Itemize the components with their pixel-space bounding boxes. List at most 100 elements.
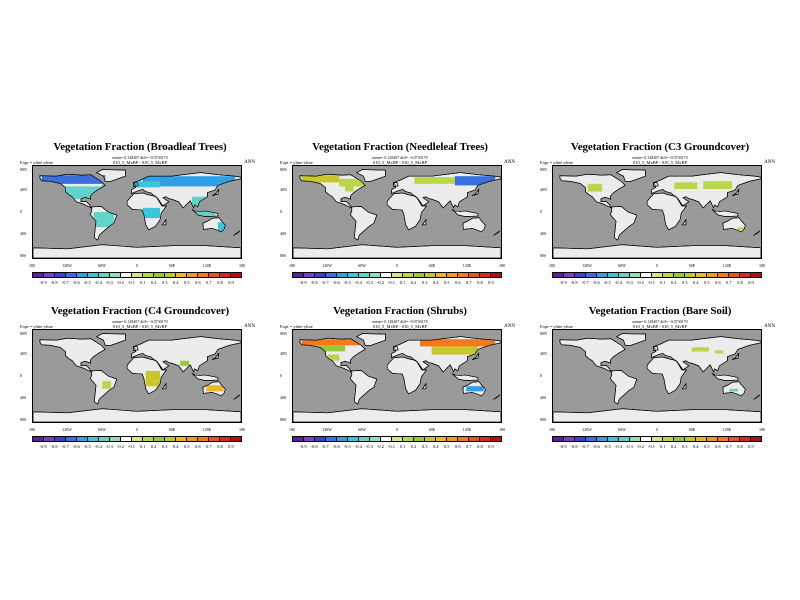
colorbar-label: -0.5 — [83, 280, 91, 285]
colorbar-swatch — [619, 273, 630, 277]
colorbar-swatch — [740, 437, 751, 441]
colorbar-swatch — [491, 273, 501, 277]
lat-tick-label: 0 — [540, 373, 542, 378]
colorbar-swatch — [641, 273, 652, 277]
lon-tick-label: 180 — [499, 263, 505, 268]
colorbar-label: -0.4 — [354, 444, 362, 449]
coastline-britain — [653, 182, 659, 187]
colorbar-label: 0.5 — [183, 444, 190, 449]
panel-case: 010_5_MxBP - 010_5_MxBP — [372, 324, 428, 329]
land-south-america — [349, 206, 378, 241]
colorbar-label: -0.6 — [332, 444, 340, 449]
lon-tick-label: 180 — [759, 263, 765, 268]
land-greenland — [95, 169, 126, 182]
panel-experiment: Expt = yline-yline — [540, 160, 573, 165]
panel-shrubs: Vegetation Fraction (Shrubs) mean= 0.128… — [280, 305, 520, 470]
anomaly-region-3 — [454, 176, 496, 186]
colorbar-label: 0.3 — [681, 444, 688, 449]
lat-tick-label: 0 — [20, 209, 22, 214]
lat-tick-label: 40S — [20, 395, 27, 400]
colorbar-label: -0.3 — [365, 280, 373, 285]
colorbar-label: 0.6 — [194, 280, 201, 285]
colorbar-label: 0.4 — [692, 444, 699, 449]
anomaly-layer — [691, 347, 738, 392]
colorbar-label: -0.4 — [354, 280, 362, 285]
colorbar-swatch — [575, 273, 586, 277]
colorbar-swatch — [187, 273, 198, 277]
coastline-indonesia — [451, 209, 479, 217]
colorbar-swatch — [729, 273, 740, 277]
coastline-africa — [126, 192, 168, 231]
land-antarctica — [33, 408, 241, 422]
colorbar-swatch — [293, 437, 304, 441]
anomaly-region-3 — [737, 227, 744, 230]
lon-tick-label: 180 — [239, 263, 245, 268]
colorbar-label: -0.7 — [321, 280, 329, 285]
colorbar-swatch — [718, 273, 729, 277]
colorbar-label: 0.8 — [737, 444, 743, 449]
colorbar-swatch — [381, 437, 392, 441]
anomaly-region-1 — [674, 182, 698, 189]
colorbar-label: 0.2 — [670, 280, 677, 285]
coastline-antarctica — [33, 408, 241, 422]
lon-tick-label: 60E — [688, 427, 696, 432]
colorbar-swatch — [718, 437, 729, 441]
colorbar-label: -0.3 — [105, 280, 113, 285]
colorbar-label: 0.8 — [737, 280, 743, 285]
panel-experiment: Expt = yline-yline — [280, 324, 313, 329]
colorbar-swatch — [55, 273, 66, 277]
lon-tick-label: 180 — [29, 427, 35, 432]
colorbar-label: 0.3 — [421, 444, 428, 449]
panel-bare-soil: Vegetation Fraction (Bare Soil) mean= 0.… — [540, 305, 780, 470]
coastline-britain — [133, 346, 139, 351]
colorbar-swatch — [55, 437, 66, 441]
panel-stats: mean= 0.128407 diff= -0.0730170 — [112, 319, 168, 324]
colorbar-label: 0.4 — [432, 444, 439, 449]
colorbar-label: 0.4 — [172, 444, 179, 449]
colorbar-label: -0.8 — [570, 280, 578, 285]
coastline-antarctica — [553, 408, 761, 422]
coastline-madagascar — [161, 218, 167, 226]
colorbar-label: 0.6 — [194, 444, 201, 449]
lat-tick-label: 0 — [280, 209, 282, 214]
colorbar-label: -0.5 — [603, 280, 611, 285]
coastline-north-america — [39, 337, 106, 373]
colorbar-label: -0.8 — [50, 280, 58, 285]
colorbar-swatch — [220, 273, 231, 277]
land-antarctica — [553, 408, 761, 422]
colorbar — [32, 436, 242, 442]
colorbar-label: -0.2 — [636, 444, 644, 449]
lon-tick-label: 60E — [428, 263, 436, 268]
coastline-africa — [386, 356, 428, 395]
coastline-africa — [386, 192, 428, 231]
colorbar-label: 0.6 — [714, 280, 721, 285]
colorbar-swatch — [480, 437, 491, 441]
panel-experiment: Expt = yline-yline — [540, 324, 573, 329]
map-plot — [292, 329, 502, 423]
lon-tick-label: 60W — [98, 427, 106, 432]
lon-tick-label: 0 — [396, 427, 398, 432]
lat-tick-label: 40N — [540, 187, 547, 192]
colorbar-label: -0.1 — [387, 444, 396, 449]
panel-stats: mean= 0.128407 diff= -0.0730170 — [112, 155, 168, 160]
coastline-north-america — [559, 337, 626, 373]
lon-tick-label: 180 — [499, 427, 505, 432]
colorbar-label: 0.9 — [748, 280, 754, 285]
anomaly-region-0 — [41, 175, 106, 184]
colorbar-swatch — [44, 273, 55, 277]
anomaly-region-4 — [142, 207, 161, 219]
lon-tick-label: 120W — [322, 263, 332, 268]
panel-season: ANN — [244, 324, 255, 329]
panel-season: ANN — [504, 324, 515, 329]
colorbar-swatch — [370, 437, 381, 441]
lon-tick-label: 120E — [202, 427, 212, 432]
colorbar-swatch — [685, 273, 696, 277]
lat-tick-label: 0 — [20, 373, 22, 378]
colorbar-swatch — [304, 437, 315, 441]
panel-season: ANN — [764, 324, 775, 329]
colorbar-label: -0.5 — [343, 444, 351, 449]
anomaly-region-3 — [61, 186, 103, 200]
colorbar-label: -0.7 — [61, 444, 69, 449]
colorbar-labels: -0.9 -0.8 -0.7 -0.6 -0.5 -0.4 -0.3 -0.2 -0.1 0.1 0… — [32, 280, 242, 288]
colorbar-swatch — [608, 437, 619, 441]
